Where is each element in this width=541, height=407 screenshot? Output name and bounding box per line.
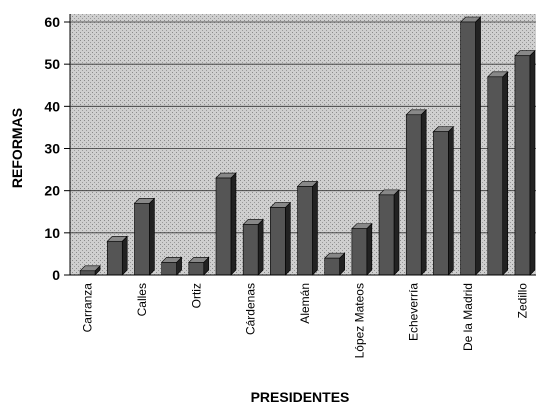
bar	[79, 270, 96, 276]
bar	[270, 207, 286, 276]
bar	[378, 194, 395, 276]
bar-side	[121, 235, 128, 276]
y-tick-label: 10	[44, 225, 60, 241]
y-tick-label: 50	[44, 56, 60, 72]
x-tick-label: Ortiz	[189, 283, 203, 308]
x-tick-label: López Mateos	[352, 283, 366, 358]
bar	[161, 262, 177, 276]
bar	[514, 55, 531, 276]
bar	[106, 240, 123, 276]
bar	[297, 186, 313, 276]
bar	[433, 131, 449, 276]
y-tick-label: 30	[44, 141, 60, 157]
x-tick-label: Zedillo	[515, 283, 529, 319]
bar-side	[475, 16, 481, 276]
bar	[134, 203, 150, 276]
bar-side	[502, 71, 509, 276]
x-tick-label: Carranza	[81, 283, 95, 333]
y-axis-title: REFORMAS	[9, 108, 25, 188]
bar-side	[420, 109, 427, 276]
bar-side	[284, 201, 291, 276]
bar-side	[448, 125, 454, 276]
bar-side	[230, 172, 237, 276]
x-axis-title: PRESIDENTES	[251, 389, 350, 405]
bar	[405, 114, 422, 276]
bar	[487, 76, 504, 276]
bar	[460, 21, 476, 276]
y-tick-label: 20	[44, 183, 60, 199]
bar-side	[529, 50, 536, 276]
x-tick-label: Echeverría	[407, 283, 421, 341]
bar-side	[393, 189, 400, 276]
bar-side	[366, 222, 373, 276]
bar-side	[312, 180, 318, 276]
bar	[242, 224, 259, 276]
y-tick-label: 60	[44, 14, 60, 30]
x-tick-label: Alemán	[298, 283, 312, 324]
bar-side	[149, 197, 155, 276]
x-tick-label: Cárdenas	[244, 283, 258, 335]
y-tick-label: 40	[44, 98, 60, 114]
bar-side	[257, 218, 264, 276]
bar	[215, 177, 232, 276]
bar	[351, 228, 368, 276]
x-tick-label: De la Madrid	[461, 283, 475, 351]
bar	[188, 262, 205, 276]
bar	[324, 257, 340, 276]
x-tick-label: Calles	[135, 283, 149, 316]
y-tick-label: 0	[52, 267, 60, 283]
